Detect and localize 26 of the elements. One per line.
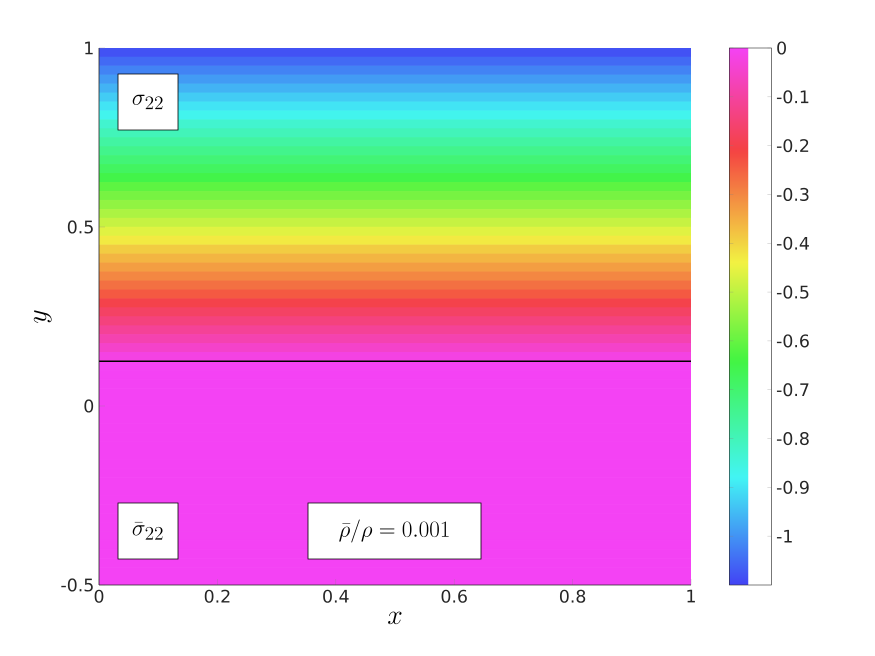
y-tick-label: -0.5 xyxy=(61,578,93,592)
x-tick-label: 0 xyxy=(94,590,104,603)
x-tick-label: 0.2 xyxy=(204,590,230,603)
color-bar-label: -0.9 xyxy=(776,480,809,494)
y-tick-label: 0.5 xyxy=(68,220,93,234)
color-bar-label: -0.6 xyxy=(776,334,809,348)
x-tick-label: 0.6 xyxy=(442,590,467,603)
y-tick-label: 1 xyxy=(85,42,93,54)
annotation: $\bar{\sigma}_{22}$ xyxy=(132,522,163,540)
x-tick-label: 1 xyxy=(687,590,695,602)
color-bar-label: -0.5 xyxy=(776,286,808,299)
annotation: $\bar{\rho}/\rho = 0.001$ xyxy=(339,519,449,542)
color-bar-label: -0.4 xyxy=(776,236,809,250)
x-tick-label: 0.4 xyxy=(323,590,349,603)
color-bar-label: -0.3 xyxy=(776,188,809,202)
color-bar-label: -0.2 xyxy=(776,139,808,152)
color-bar-label: -0.8 xyxy=(776,432,809,446)
color-bar-label: -1 xyxy=(776,530,792,542)
color-bar-label: 0 xyxy=(777,41,786,55)
x-axis-title: $x$ xyxy=(388,612,402,624)
x-tick-label: 0.8 xyxy=(560,590,586,603)
y-axis-title: $y$ xyxy=(34,310,52,323)
color-bar-label: -0.7 xyxy=(776,383,808,396)
annotation: $\sigma_{22}$ xyxy=(132,94,163,110)
color-bar-label: -0.1 xyxy=(776,90,808,104)
y-tick-label: 0 xyxy=(84,399,94,413)
